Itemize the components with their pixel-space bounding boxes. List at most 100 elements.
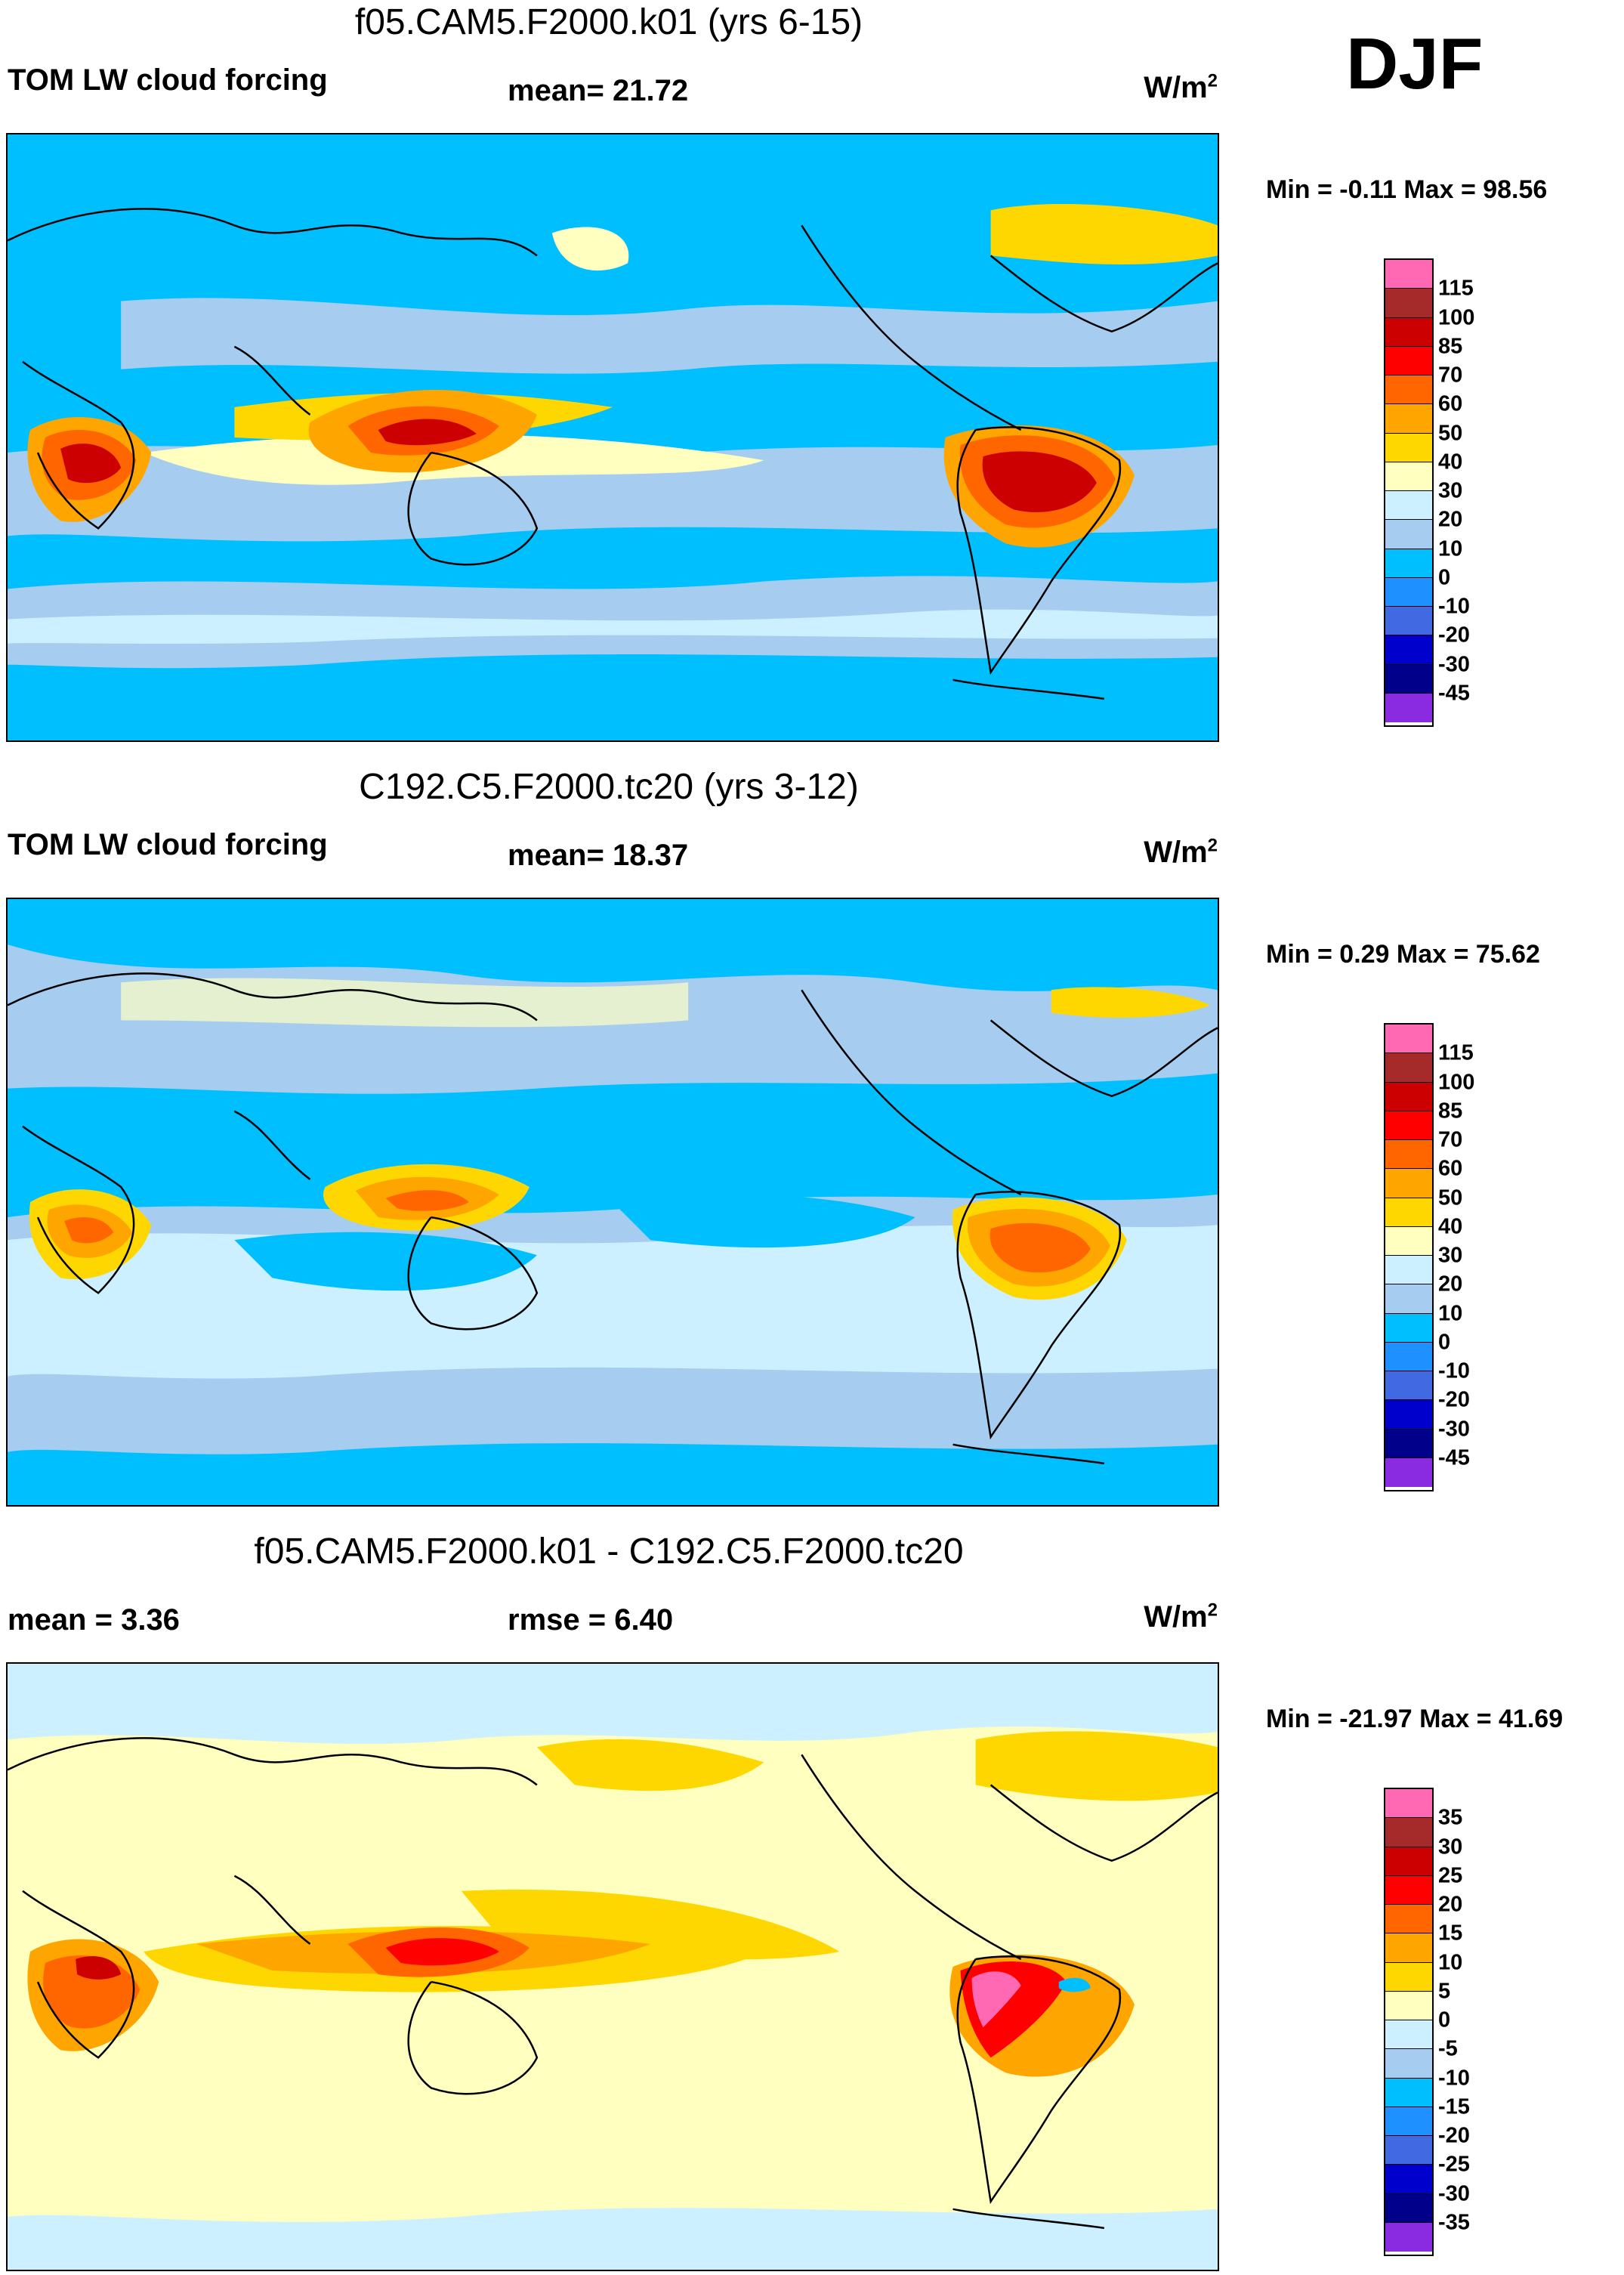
colorbar-tick-label: 10 bbox=[1438, 536, 1463, 561]
colorbar-tick-label: 0 bbox=[1438, 2008, 1451, 2032]
colorbar-box bbox=[1385, 1847, 1432, 1876]
colorbar-box bbox=[1385, 2136, 1432, 2165]
panel-2-map bbox=[6, 898, 1219, 1507]
colorbar-tick-label: 30 bbox=[1438, 1243, 1463, 1268]
colorbar-box bbox=[1385, 1933, 1432, 1963]
colorbar-box bbox=[1385, 376, 1432, 405]
colorbar-box bbox=[1385, 462, 1432, 491]
colorbar-tick-label: 115 bbox=[1438, 1040, 1474, 1065]
colorbar-tick-label: 0 bbox=[1438, 565, 1451, 590]
colorbar-box bbox=[1385, 404, 1432, 434]
panel-3-rmse-label: rmse = 6.40 bbox=[508, 1603, 674, 1637]
panel-1-colorbar bbox=[1384, 258, 1434, 727]
colorbar-tick-label: -10 bbox=[1438, 2066, 1470, 2090]
colorbar-tick-label: -30 bbox=[1438, 1417, 1470, 1441]
colorbar-box bbox=[1385, 520, 1432, 549]
panel-1-units: W/m2 bbox=[1144, 70, 1218, 104]
colorbar-tick-label: 50 bbox=[1438, 421, 1463, 445]
panel-2-map-svg bbox=[8, 899, 1218, 1505]
panel-1-variable-label: TOM LW cloud forcing bbox=[8, 63, 328, 97]
colorbar-box bbox=[1385, 635, 1432, 665]
colorbar-tick-label: 0 bbox=[1438, 1330, 1451, 1355]
colorbar-box bbox=[1385, 433, 1432, 462]
colorbar-tick-label: -25 bbox=[1438, 2152, 1470, 2177]
panel-1-title: f05.CAM5.F2000.k01 (yrs 6-15) bbox=[354, 2, 863, 42]
panel-3-colorbar bbox=[1384, 1788, 1434, 2256]
colorbar-tick-label: -45 bbox=[1438, 681, 1470, 706]
panel-1-map-svg bbox=[8, 134, 1218, 740]
panel-1-map bbox=[6, 133, 1219, 742]
colorbar-box bbox=[1385, 1875, 1432, 1905]
colorbar-box bbox=[1385, 1429, 1432, 1458]
colorbar-tick-label: 20 bbox=[1438, 507, 1463, 532]
colorbar-tick-label: -30 bbox=[1438, 2181, 1470, 2205]
colorbar-box bbox=[1385, 1991, 1432, 2020]
panel-2-minmax: Min = 0.29 Max = 75.62 bbox=[1266, 940, 1540, 969]
colorbar-tick-label: 40 bbox=[1438, 450, 1463, 474]
colorbar-tick-label: 100 bbox=[1438, 305, 1475, 329]
colorbar-box bbox=[1385, 1962, 1432, 1992]
colorbar-box bbox=[1385, 1818, 1432, 1847]
panel-3-mean-label: mean = 3.36 bbox=[8, 1603, 180, 1637]
colorbar-box bbox=[1385, 2165, 1432, 2194]
panel-2-variable-label: TOM LW cloud forcing bbox=[8, 828, 328, 861]
colorbar-tick-label: 85 bbox=[1438, 1099, 1463, 1124]
colorbar-box bbox=[1385, 1082, 1432, 1111]
colorbar-tick-label: 5 bbox=[1438, 1979, 1451, 2004]
colorbar-tick-label: 85 bbox=[1438, 334, 1463, 359]
colorbar-tick-label: 10 bbox=[1438, 1301, 1463, 1325]
colorbar-box bbox=[1385, 2049, 1432, 2079]
colorbar-tick-label: 70 bbox=[1438, 363, 1463, 388]
colorbar-tick-label: -30 bbox=[1438, 652, 1470, 676]
panel-1-mean-label: mean= 21.72 bbox=[508, 74, 689, 107]
colorbar-box bbox=[1385, 1111, 1432, 1140]
colorbar-box bbox=[1385, 2107, 1432, 2136]
colorbar-box bbox=[1385, 1789, 1432, 1819]
colorbar-box bbox=[1385, 1371, 1432, 1401]
colorbar-tick-label: 30 bbox=[1438, 1835, 1463, 1859]
colorbar-box bbox=[1385, 1284, 1432, 1314]
panel-3-title: f05.CAM5.F2000.k01 - C192.C5.F2000.tc20 bbox=[254, 1532, 964, 1572]
colorbar-box bbox=[1385, 2193, 1432, 2223]
colorbar-tick-label: 60 bbox=[1438, 391, 1463, 416]
colorbar-box bbox=[1385, 1169, 1432, 1198]
colorbar-tick-label: -20 bbox=[1438, 2123, 1470, 2148]
colorbar-tick-label: -35 bbox=[1438, 2210, 1470, 2235]
colorbar-tick-label: 10 bbox=[1438, 1950, 1463, 1974]
colorbar-tick-label: 60 bbox=[1438, 1156, 1463, 1181]
colorbar-tick-label: 20 bbox=[1438, 1892, 1463, 1917]
colorbar-box bbox=[1385, 1457, 1432, 1487]
colorbar-tick-label: -10 bbox=[1438, 594, 1470, 619]
colorbar-tick-label: -20 bbox=[1438, 1387, 1470, 1412]
colorbar-tick-label: -5 bbox=[1438, 2036, 1458, 2061]
colorbar-tick-label: 40 bbox=[1438, 1214, 1463, 1239]
colorbar-box bbox=[1385, 693, 1432, 722]
panel-2-title: C192.C5.F2000.tc20 (yrs 3-12) bbox=[359, 767, 859, 807]
colorbar-tick-label: 50 bbox=[1438, 1185, 1463, 1210]
panel-2-mean-label: mean= 18.37 bbox=[508, 839, 689, 872]
colorbar-tick-label: -20 bbox=[1438, 623, 1470, 648]
colorbar-tick-label: 30 bbox=[1438, 478, 1463, 503]
colorbar-box bbox=[1385, 1025, 1432, 1054]
panel-3-map bbox=[6, 1662, 1219, 2271]
panel-3-map-svg bbox=[8, 1664, 1218, 2270]
colorbar-box bbox=[1385, 2222, 1432, 2252]
colorbar-box bbox=[1385, 1256, 1432, 1285]
colorbar-tick-label: -10 bbox=[1438, 1359, 1470, 1383]
colorbar-tick-label: 20 bbox=[1438, 1272, 1463, 1297]
colorbar-box bbox=[1385, 1342, 1432, 1371]
colorbar-tick-label: 15 bbox=[1438, 1921, 1463, 1946]
colorbar-box bbox=[1385, 1140, 1432, 1170]
panel-3-units: W/m2 bbox=[1144, 1600, 1218, 1634]
colorbar-box bbox=[1385, 1313, 1432, 1343]
season-label: DJF bbox=[1346, 23, 1484, 104]
colorbar-tick-label: 25 bbox=[1438, 1863, 1463, 1888]
colorbar-box bbox=[1385, 346, 1432, 376]
panel-3-minmax: Min = -21.97 Max = 41.69 bbox=[1266, 1705, 1564, 1733]
colorbar-box bbox=[1385, 1053, 1432, 1083]
colorbar-tick-label: 115 bbox=[1438, 276, 1474, 301]
colorbar-tick-label: 100 bbox=[1438, 1070, 1475, 1094]
panel-1-minmax: Min = -0.11 Max = 98.56 bbox=[1266, 175, 1548, 204]
colorbar-box bbox=[1385, 1226, 1432, 1256]
colorbar-box bbox=[1385, 491, 1432, 521]
